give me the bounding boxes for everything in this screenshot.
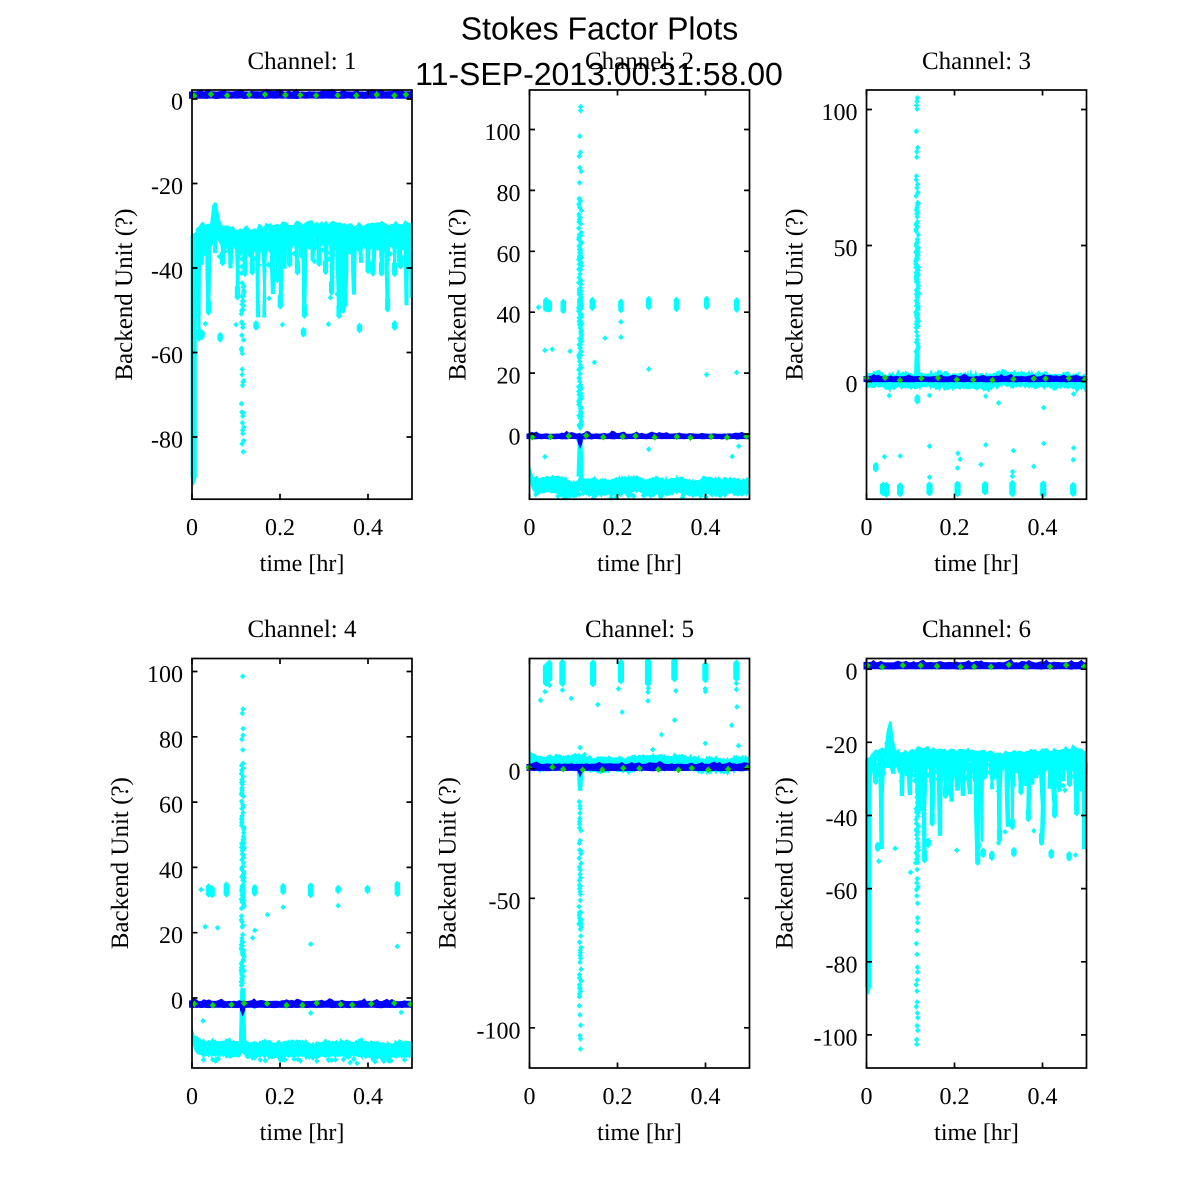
- svg-text:0.4: 0.4: [1028, 515, 1058, 541]
- svg-text:-40: -40: [826, 806, 858, 832]
- svg-text:0.2: 0.2: [603, 515, 633, 541]
- svg-text:Backend Unit (?): Backend Unit (?): [772, 777, 799, 949]
- svg-text:0: 0: [186, 515, 198, 541]
- svg-text:-20: -20: [151, 174, 183, 200]
- svg-text:time [hr]: time [hr]: [260, 551, 345, 577]
- svg-text:0: 0: [846, 660, 858, 686]
- svg-text:0: 0: [861, 515, 873, 541]
- svg-text:0: 0: [861, 1084, 873, 1110]
- svg-text:time [hr]: time [hr]: [597, 1120, 682, 1146]
- svg-text:-80: -80: [151, 428, 183, 454]
- svg-text:Channel: 4: Channel: 4: [247, 616, 357, 643]
- svg-text:-40: -40: [151, 259, 183, 285]
- svg-text:0: 0: [171, 90, 183, 116]
- svg-text:-80: -80: [826, 952, 858, 978]
- svg-text:time [hr]: time [hr]: [934, 551, 1019, 577]
- svg-text:0.4: 0.4: [691, 1084, 721, 1110]
- svg-text:40: 40: [497, 303, 521, 329]
- svg-text:Channel: 3: Channel: 3: [922, 48, 1031, 75]
- svg-text:-20: -20: [826, 733, 858, 759]
- svg-text:Backend Unit (?): Backend Unit (?): [445, 209, 472, 381]
- svg-text:Backend Unit (?): Backend Unit (?): [107, 777, 134, 949]
- svg-text:0: 0: [509, 425, 521, 451]
- svg-text:time [hr]: time [hr]: [934, 1120, 1019, 1146]
- svg-text:0: 0: [524, 1084, 536, 1110]
- svg-text:0.4: 0.4: [353, 515, 383, 541]
- svg-text:-60: -60: [151, 343, 183, 369]
- svg-text:100: 100: [822, 100, 858, 126]
- svg-text:Backend Unit (?): Backend Unit (?): [111, 209, 138, 381]
- svg-text:-100: -100: [814, 1025, 858, 1051]
- svg-text:50: 50: [834, 236, 858, 262]
- svg-text:Channel: 2: Channel: 2: [585, 48, 694, 75]
- svg-text:Backend Unit (?): Backend Unit (?): [435, 777, 462, 949]
- svg-text:Stokes Factor Plots: Stokes Factor Plots: [461, 11, 738, 47]
- svg-text:20: 20: [159, 923, 183, 949]
- svg-text:-50: -50: [489, 889, 521, 915]
- svg-text:20: 20: [497, 364, 521, 390]
- svg-text:0.2: 0.2: [940, 515, 970, 541]
- svg-text:80: 80: [159, 727, 183, 753]
- svg-text:time [hr]: time [hr]: [260, 1120, 345, 1146]
- svg-text:0: 0: [186, 1084, 198, 1110]
- svg-text:100: 100: [147, 662, 183, 688]
- svg-text:0: 0: [524, 515, 536, 541]
- svg-text:0.2: 0.2: [265, 1084, 295, 1110]
- svg-text:0: 0: [509, 759, 521, 785]
- svg-text:80: 80: [497, 181, 521, 207]
- svg-text:0: 0: [171, 989, 183, 1015]
- svg-text:0.4: 0.4: [1028, 1084, 1058, 1110]
- svg-text:time [hr]: time [hr]: [597, 551, 682, 577]
- svg-text:0.2: 0.2: [265, 515, 295, 541]
- svg-text:0.4: 0.4: [691, 515, 721, 541]
- svg-text:0.2: 0.2: [603, 1084, 633, 1110]
- svg-text:Channel: 5: Channel: 5: [585, 616, 694, 643]
- svg-text:0.4: 0.4: [353, 1084, 383, 1110]
- svg-text:100: 100: [485, 120, 521, 146]
- svg-text:60: 60: [159, 793, 183, 819]
- svg-text:Channel: 1: Channel: 1: [247, 48, 356, 75]
- svg-text:60: 60: [497, 242, 521, 268]
- svg-text:-60: -60: [826, 879, 858, 905]
- svg-text:-100: -100: [477, 1018, 521, 1044]
- svg-text:11-SEP-2013.00:31:58.00: 11-SEP-2013.00:31:58.00: [415, 56, 783, 92]
- svg-text:Backend Unit (?): Backend Unit (?): [782, 209, 809, 381]
- svg-text:Channel: 6: Channel: 6: [922, 616, 1031, 643]
- svg-text:40: 40: [159, 858, 183, 884]
- svg-text:0.2: 0.2: [940, 1084, 970, 1110]
- svg-text:0: 0: [846, 372, 858, 398]
